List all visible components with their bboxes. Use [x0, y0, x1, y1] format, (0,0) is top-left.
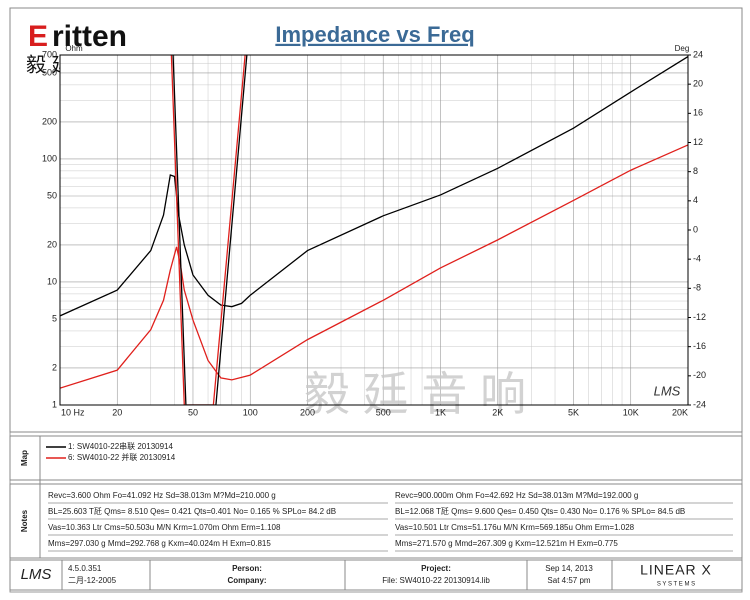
y-tick-label: 10 — [47, 276, 57, 286]
phase-line — [172, 55, 248, 405]
phase-line — [170, 55, 246, 405]
legend-label: 1: SW4010-22串联 20130914 — [68, 442, 174, 451]
x-tick-label: 20K — [672, 407, 688, 417]
y-tick-label: 100 — [42, 153, 57, 163]
x-tick-label: 2K — [492, 407, 503, 417]
plot-border — [59, 54, 689, 406]
y2-tick-label: -12 — [693, 312, 706, 322]
logo-brand: ritten — [52, 20, 127, 53]
notes-panel — [9, 483, 743, 559]
time: Sat 4:57 pm — [547, 576, 590, 585]
footer-logo: LMS — [21, 566, 52, 583]
x-tick-label: 10K — [623, 407, 639, 417]
y2-axis-label: Deg — [675, 44, 690, 53]
note-line: Mms=297.030 g Mmd=292.768 g Kxm=40.024m … — [48, 539, 271, 548]
y2-tick-label: 16 — [693, 108, 703, 118]
y-axis-label: Ohm — [65, 44, 83, 53]
logo-initial: E — [28, 20, 48, 53]
y-tick-label: 1 — [52, 399, 57, 409]
watermark: 毅 廷 音 响 — [304, 368, 526, 420]
impedance-line — [60, 55, 688, 317]
note-line: Revc=900.000m Ohm Fo=42.692 Hz Sd=38.013… — [395, 491, 638, 500]
x-tick-label: 500 — [376, 407, 391, 417]
map-label: Map — [20, 450, 29, 466]
y2-tick-label: -24 — [693, 399, 706, 409]
footer-box — [9, 559, 743, 591]
map-panel — [9, 435, 743, 481]
x-tick-label: 10 Hz — [61, 407, 85, 417]
vendor: LINEAR X — [640, 562, 712, 578]
y2-tick-label: 4 — [693, 195, 698, 205]
legend-label: 6: SW4010-22 并联 20130914 — [68, 452, 176, 462]
y2-tick-label: -4 — [693, 254, 701, 264]
note-line: BL=12.068 T瓩 Qms= 9.600 Qes= 0.450 Qts= … — [395, 507, 685, 516]
company: Company: — [227, 576, 266, 585]
y2-tick-label: -8 — [693, 283, 701, 293]
y-tick-label: 2 — [52, 362, 57, 372]
note-line: Revc=3.600 Ohm Fo=41.092 Hz Sd=38.013m M… — [48, 491, 276, 500]
note-line: BL=25.603 T瓩 Qms= 8.510 Qes= 0.421 Qts=0… — [48, 507, 336, 516]
y2-tick-label: 0 — [693, 224, 698, 234]
x-tick-label: 1K — [435, 407, 446, 417]
x-tick-label: 100 — [243, 407, 258, 417]
lms-mark: LMS — [654, 383, 681, 398]
y-tick-label: 50 — [47, 190, 57, 200]
file: File: SW4010-22 20130914.lib — [382, 576, 490, 585]
vendor-sub: S Y S T E M S — [657, 582, 695, 588]
notes-label: Notes — [20, 509, 29, 532]
footer: LMS 4.5.0.351 二月-12-2005 Person: Company… — [9, 559, 743, 591]
note-line: Mms=271.570 g Mmd=267.309 g Kxm=12.521m … — [395, 539, 618, 548]
y2-tick-label: -16 — [693, 341, 706, 351]
person: Person: — [232, 564, 262, 573]
plot-area — [60, 55, 688, 405]
y2-tick-label: 12 — [693, 137, 703, 147]
y2-tick-label: 8 — [693, 166, 698, 176]
y-tick-label: 20 — [47, 239, 57, 249]
y-tick-label: 500 — [42, 67, 57, 77]
y2-tick-label: 24 — [693, 49, 703, 59]
impedance-line — [60, 144, 688, 389]
y-tick-label: 200 — [42, 116, 57, 126]
chart-title: Impedance vs Freq — [275, 22, 474, 47]
y2-tick-label: -20 — [693, 370, 706, 380]
y-tick-label: 700 — [42, 49, 57, 59]
date: Sep 14, 2013 — [545, 564, 593, 573]
note-line: Vas=10.501 Ltr Cms=51.176u M/N Krm=569.1… — [395, 523, 635, 532]
y2-tick-label: 20 — [693, 79, 703, 89]
version: 4.5.0.351 — [68, 564, 102, 573]
project: Project: — [421, 564, 451, 573]
x-tick-label: 50 — [188, 407, 198, 417]
note-line: Vas=10.363 Ltr Cms=50.503u M/N Krm=1.070… — [48, 523, 281, 532]
x-tick-label: 5K — [568, 407, 579, 417]
build-date: 二月-12-2005 — [68, 576, 117, 585]
x-tick-label: 20 — [112, 407, 122, 417]
x-tick-label: 200 — [300, 407, 315, 417]
y-tick-label: 5 — [52, 313, 57, 323]
